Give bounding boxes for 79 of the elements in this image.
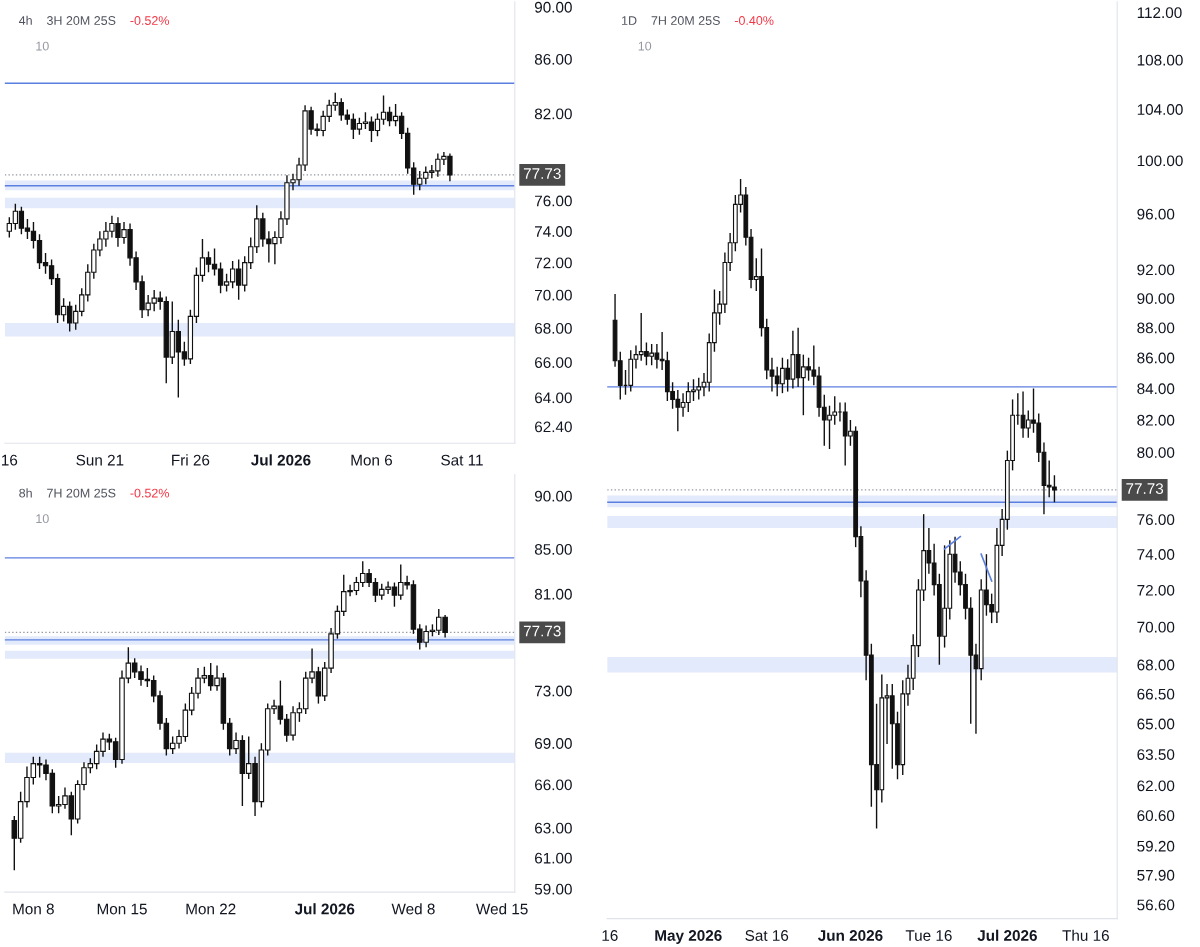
y-tick-label: 72.00 bbox=[1137, 584, 1175, 596]
annotation: 1D bbox=[622, 16, 637, 25]
y-tick-label: 62.00 bbox=[1137, 780, 1175, 792]
annotation: 10 bbox=[36, 514, 49, 524]
x-tick-label: Sat 11 bbox=[441, 454, 483, 466]
y-tick-label: 74.00 bbox=[535, 226, 572, 237]
y-tick-label: 62.40 bbox=[535, 421, 572, 433]
y-tick-label: 76.00 bbox=[1137, 514, 1175, 526]
x-tick-label: Mon 8 bbox=[13, 903, 54, 915]
ref-line-label: 77.73 bbox=[1126, 483, 1164, 494]
x-tick-label: Tue 16 bbox=[905, 930, 952, 941]
x-tick-label: Mon 15 bbox=[97, 903, 147, 915]
x-tick-label: Sun 21 bbox=[76, 454, 124, 466]
y-tick-label: 70.00 bbox=[1137, 621, 1175, 633]
y-tick-label: 69.00 bbox=[535, 738, 572, 749]
x-tick-label: Mon 22 bbox=[186, 903, 236, 915]
y-tick-label: 108.00 bbox=[1137, 54, 1183, 66]
y-tick-label: 68.00 bbox=[535, 322, 572, 334]
x-tick-label: Fri 26 bbox=[172, 454, 210, 466]
y-tick-label: 72.00 bbox=[535, 257, 572, 269]
x-tick-label: Mon 6 bbox=[351, 454, 393, 466]
y-tick-label: 104.00 bbox=[1137, 104, 1183, 115]
y-tick-label: 56.60 bbox=[1137, 899, 1175, 911]
y-tick-label: 57.90 bbox=[1137, 869, 1175, 881]
y-tick-label: 90.00 bbox=[534, 490, 572, 502]
y-tick-label: 85.00 bbox=[534, 543, 572, 555]
x-tick-label: 16 bbox=[2, 454, 18, 466]
y-tick-label: 92.00 bbox=[1137, 264, 1175, 276]
y-tick-label: 74.00 bbox=[1137, 549, 1175, 560]
annotation: -0.40% bbox=[734, 16, 774, 25]
y-tick-label: 80.00 bbox=[1137, 447, 1175, 458]
annotation: 3H 20M 25S bbox=[46, 16, 116, 25]
y-tick-label: 90.00 bbox=[1137, 293, 1175, 304]
y-tick-label: 76.00 bbox=[535, 195, 572, 207]
y-tick-label: 86.00 bbox=[1137, 352, 1175, 364]
y-tick-label: 66.00 bbox=[535, 779, 572, 791]
y-tick-label: 68.00 bbox=[1137, 659, 1175, 671]
y-tick-label: 96.00 bbox=[1137, 208, 1175, 220]
x-tick-label: Thu 16 bbox=[1062, 929, 1109, 941]
y-tick-label: 63.00 bbox=[535, 822, 572, 834]
y-tick-label: 82.00 bbox=[1137, 414, 1175, 426]
x-tick-label: Sat 16 bbox=[745, 930, 789, 941]
y-tick-label: 86.00 bbox=[534, 53, 572, 65]
y-tick-label: 61.00 bbox=[535, 852, 572, 864]
x-tick-label: May 2026 bbox=[655, 930, 722, 944]
y-tick-label: 60.60 bbox=[1137, 810, 1175, 822]
y-tick-label: 64.00 bbox=[535, 392, 572, 404]
x-tick-label: Jul 2026 bbox=[294, 903, 355, 915]
y-tick-label: 66.00 bbox=[535, 357, 572, 368]
annotation: 7H 20M 25S bbox=[47, 488, 116, 498]
x-tick-label: Jun 2026 bbox=[817, 930, 883, 941]
y-tick-label: 100.00 bbox=[1137, 155, 1183, 167]
y-tick-label: 65.00 bbox=[1137, 718, 1175, 730]
annotation: 10 bbox=[36, 41, 49, 51]
y-tick-label: 70.00 bbox=[535, 289, 572, 301]
annotation: -0.52% bbox=[130, 488, 170, 498]
y-tick-label: 81.00 bbox=[534, 588, 572, 600]
x-tick-label: Wed 15 bbox=[476, 903, 528, 915]
annotation: -0.52% bbox=[130, 16, 170, 25]
y-tick-label: 63.50 bbox=[1137, 749, 1175, 760]
y-tick-label: 90.00 bbox=[534, 1, 572, 13]
annotation: 4h bbox=[18, 15, 32, 25]
y-tick-label: 66.50 bbox=[1137, 688, 1175, 700]
y-tick-label: 82.00 bbox=[534, 108, 572, 120]
ref-line-label: 77.73 bbox=[523, 168, 561, 179]
annotation: 7H 20M 25S bbox=[651, 16, 720, 25]
annotation: 8h bbox=[19, 488, 32, 498]
x-tick-label: Wed 8 bbox=[391, 903, 435, 915]
x-tick-label: 16 bbox=[602, 930, 618, 941]
y-tick-label: 112.00 bbox=[1137, 7, 1182, 19]
y-tick-label: 59.00 bbox=[534, 883, 572, 895]
y-tick-label: 84.00 bbox=[1137, 383, 1175, 395]
ref-line-label: 77.73 bbox=[523, 625, 561, 637]
annotation: 10 bbox=[638, 41, 652, 51]
y-tick-label: 88.00 bbox=[1137, 322, 1175, 334]
y-tick-label: 73.00 bbox=[535, 685, 572, 697]
x-tick-label: Jul 2026 bbox=[977, 929, 1037, 941]
x-tick-label: Jul 2026 bbox=[251, 454, 311, 466]
y-tick-label: 59.20 bbox=[1137, 840, 1175, 852]
